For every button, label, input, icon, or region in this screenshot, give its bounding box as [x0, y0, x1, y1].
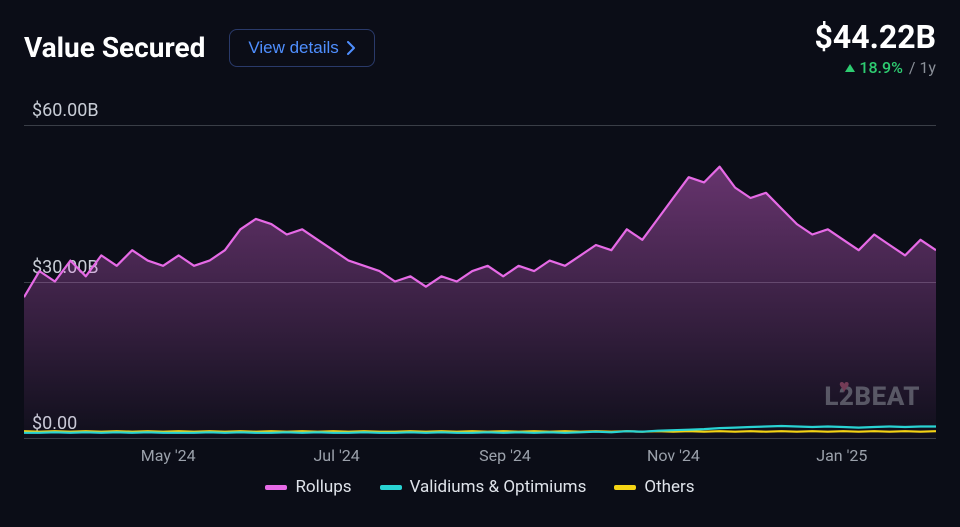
view-details-button[interactable]: View details: [229, 29, 374, 67]
legend: Rollups Validiums & Optimiums Others: [24, 477, 936, 497]
x-tick-label: Nov '24: [589, 446, 757, 465]
legend-label: Validiums & Optimiums: [410, 477, 587, 497]
area-chart: [24, 107, 936, 442]
legend-item: Rollups: [265, 477, 351, 497]
series-area-rollups: [24, 167, 936, 438]
legend-swatch: [265, 485, 287, 490]
total-value: $44.22B: [815, 18, 937, 56]
legend-swatch: [380, 485, 402, 490]
legend-swatch: [614, 485, 636, 490]
chart-area: $0.00$30.00B$60.00B L♥2BEAT: [24, 107, 936, 442]
chevron-right-icon: [347, 41, 356, 55]
legend-item: Validiums & Optimiums: [380, 477, 587, 497]
header: Value Secured View details $44.22B 18.9%…: [24, 18, 936, 77]
triangle-up-icon: [845, 64, 855, 72]
legend-label: Others: [644, 477, 694, 497]
page-title: Value Secured: [24, 31, 205, 64]
x-tick-label: Jul '24: [252, 446, 420, 465]
legend-item: Others: [614, 477, 694, 497]
x-tick-label: Jan '25: [758, 446, 926, 465]
change-row: 18.9% / 1y: [815, 58, 937, 77]
x-tick-label: May '24: [84, 446, 252, 465]
header-right: $44.22B 18.9% / 1y: [815, 18, 937, 77]
x-tick-label: Sep '24: [421, 446, 589, 465]
change-period: / 1y: [909, 58, 936, 77]
header-left: Value Secured View details: [24, 29, 375, 67]
change-percent: 18.9%: [845, 58, 903, 77]
x-axis: May '24Jul '24Sep '24Nov '24Jan '25: [24, 446, 936, 465]
chart-card: Value Secured View details $44.22B 18.9%…: [0, 0, 960, 527]
change-percent-text: 18.9%: [859, 58, 903, 77]
legend-label: Rollups: [295, 477, 351, 497]
view-details-label: View details: [248, 38, 338, 58]
